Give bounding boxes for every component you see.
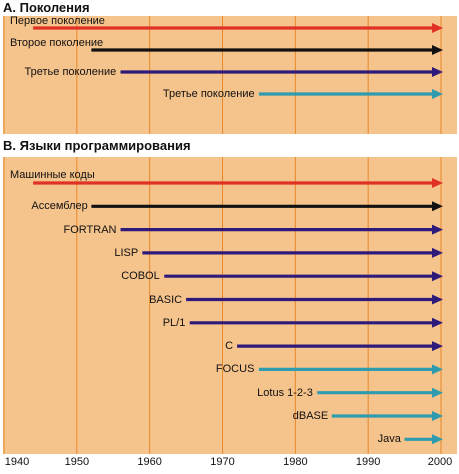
bar-label-pl-1: PL/1 — [162, 316, 186, 329]
arrow-head-icon — [432, 294, 443, 305]
arrow-head-icon — [432, 67, 443, 77]
bar-label-lotus-1-2-3: Lotus 1-2-3 — [257, 386, 313, 399]
bar-label-lisp: LISP — [114, 246, 139, 259]
tick-label-2000: 2000 — [427, 456, 453, 468]
bar-label-c: C — [225, 340, 234, 353]
generations-panel: Первое поколение Второе поколение Третье п… — [3, 15, 457, 134]
bar-label-basic: BASIC — [149, 293, 183, 306]
arrow-head-icon — [432, 224, 443, 235]
timeline-bar-java — [404, 434, 443, 445]
arrow-head-icon — [432, 247, 443, 258]
timeline-bar-lotus-1-2-3 — [317, 387, 443, 398]
arrow-head-icon — [432, 201, 443, 212]
arrow-head-icon — [432, 271, 443, 282]
tick-label-1970: 1970 — [210, 456, 235, 468]
arrow-head-icon — [432, 364, 443, 375]
section-title-languages: B. Языки программирования — [3, 138, 191, 153]
timeline-bar-generation-3 — [120, 67, 443, 77]
bar-label-generation-1: Первое поколение — [10, 15, 105, 27]
panel-background — [3, 16, 457, 134]
tick-label-1940: 1940 — [4, 456, 30, 468]
tick-label-1950: 1950 — [64, 456, 90, 468]
bar-label-cobol: COBOL — [121, 270, 160, 283]
arrow-head-icon — [432, 178, 443, 188]
bar-label-item: Ассемблер — [31, 200, 88, 213]
timeline-bar-generation-4 — [258, 89, 443, 99]
bar-label-focus: FOCUS — [215, 363, 255, 376]
arrow-head-icon — [432, 411, 443, 421]
timeline-bar-generation-1 — [33, 23, 443, 33]
bar-label-java: Java — [377, 433, 401, 446]
timeline-bar-item — [33, 178, 443, 188]
timeline-bar-generation-2 — [91, 45, 443, 55]
bar-label-fortran: FORTRAN — [63, 223, 117, 236]
bar-label-generation-3: Третье поколение — [24, 66, 117, 78]
bar-label-item: Машинные коды — [10, 169, 95, 181]
arrow-head-icon — [432, 341, 443, 352]
languages-panel: Машинные коды Ассемблер FORTRAN LISP COBOL BA… — [3, 157, 457, 454]
arrow-head-icon — [432, 387, 443, 398]
bar-label-generation-4: Третье поколение — [162, 88, 255, 100]
languages-timeline — [3, 157, 457, 454]
tick-label-1980: 1980 — [283, 456, 308, 468]
arrow-head-icon — [432, 23, 443, 33]
bar-label-generation-2: Второе поколение — [10, 37, 104, 49]
timeline-bar-item — [91, 201, 443, 212]
timeline-bar-cobol — [164, 271, 443, 282]
tick-label-1960: 1960 — [137, 456, 162, 468]
arrow-head-icon — [432, 45, 443, 55]
arrow-head-icon — [432, 89, 443, 99]
generations-timeline — [3, 16, 457, 134]
arrow-head-icon — [432, 434, 443, 445]
timeline-bar-lisp — [142, 247, 443, 258]
timeline-bar-basic — [186, 294, 443, 305]
arrow-head-icon — [432, 317, 443, 328]
timeline-bar-dbase — [331, 411, 443, 421]
section-title-generations: А. Поколения — [3, 0, 90, 15]
timeline-bar-focus — [258, 364, 443, 375]
timeline-bar-fortran — [120, 224, 443, 235]
tick-label-1990: 1990 — [355, 456, 381, 468]
bar-label-dbase: dBASE — [292, 410, 329, 422]
timeline-bar-c — [237, 341, 443, 352]
timeline-bar-pl-1 — [189, 317, 443, 328]
